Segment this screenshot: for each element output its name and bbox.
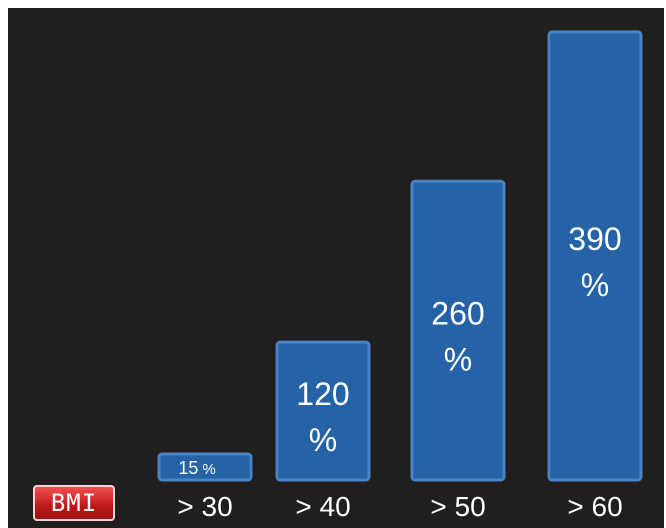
bar	[410, 179, 506, 482]
x-tick-label: > 50	[430, 491, 485, 522]
bar	[547, 30, 643, 482]
bar-value-label: 15%	[178, 458, 215, 478]
bar-value-label: 260%	[431, 296, 484, 378]
chart-frame: 15% > 30 120% > 40 260% > 50 390% > 60 BMI	[8, 8, 664, 528]
bar	[157, 452, 253, 482]
x-tick-label: > 40	[295, 491, 350, 522]
bar-value-label: 390%	[568, 221, 621, 303]
bar-chart: 15 % > 30 120 % > 40 260 % > 50 390 % > 60	[157, 30, 643, 522]
bar-value-label: 120%	[296, 376, 349, 458]
bar	[275, 340, 371, 482]
bmi-badge: BMI	[33, 485, 115, 521]
x-tick-label: > 60	[567, 491, 622, 522]
x-tick-label: > 30	[177, 491, 232, 522]
